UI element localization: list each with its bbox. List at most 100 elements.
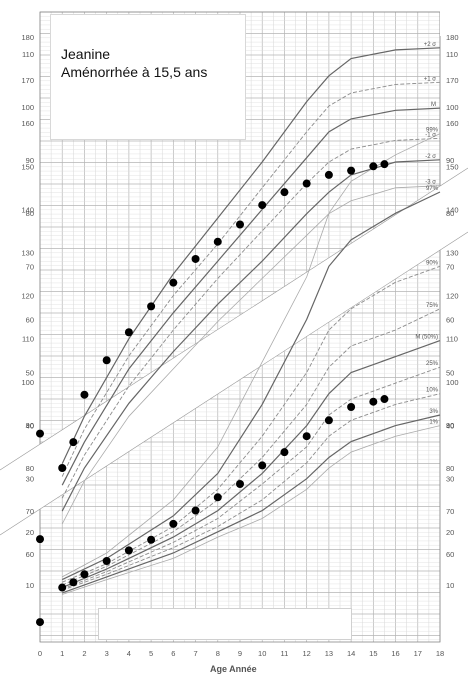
age-tick-label: 4	[127, 649, 131, 658]
height-data-point	[258, 201, 267, 210]
weight-data-point	[69, 578, 78, 587]
weight-curve-label: 25%	[426, 361, 439, 367]
height-reference-curve	[61, 137, 441, 499]
height-data-point	[124, 328, 133, 337]
age-tick-label: 1	[60, 649, 64, 658]
height-tick-label-left: 60	[26, 550, 34, 559]
weight-data-point	[36, 618, 44, 627]
corner-mask	[440, 0, 468, 36]
height-curve-label: -3 σ	[425, 180, 436, 186]
weight-data-point	[380, 395, 389, 404]
weight-data-point	[102, 557, 111, 566]
panel-separator-bands	[0, 0, 468, 536]
age-tick-label: 18	[436, 649, 444, 658]
age-tick-label: 8	[216, 649, 220, 658]
height-data-point	[280, 188, 289, 197]
weight-curve-label: 3%	[429, 409, 438, 415]
weight-curve-label: M (50%)	[415, 335, 438, 341]
weight-tick-label-right: 70	[446, 262, 454, 271]
height-data-point	[69, 438, 78, 447]
weight-data-point	[80, 570, 89, 579]
height-tick-label-left: 140	[21, 205, 34, 214]
weight-data-point	[191, 506, 200, 515]
weight-reference-curve	[61, 414, 441, 594]
weight-data-point	[324, 416, 333, 425]
height-tick-label-right: 110	[446, 335, 458, 344]
height-tick-label-left: 130	[21, 249, 34, 258]
weight-tick-label-left: 20	[26, 528, 34, 537]
weight-data-point	[236, 480, 244, 489]
height-data-point	[58, 464, 67, 472]
weight-tick-label-left: 100	[21, 103, 34, 112]
weight-data-point	[169, 519, 178, 528]
height-tick-label-right: 120	[446, 292, 459, 301]
weight-tick-label-left: 10	[26, 581, 34, 590]
weight-data-point	[369, 397, 378, 406]
weight-data-point	[58, 583, 67, 592]
height-tick-label-right: 80	[446, 464, 454, 473]
height-data-point	[324, 170, 333, 179]
weight-curve-label: 97%	[426, 186, 439, 192]
weight-tick-label-left: 80	[26, 209, 34, 218]
height-data-point	[169, 278, 178, 287]
age-tick-label: 9	[238, 649, 242, 658]
data-points	[36, 160, 389, 627]
weight-data-point	[36, 429, 44, 438]
weight-tick-label-right: 100	[446, 103, 459, 112]
height-data-point	[36, 535, 44, 544]
weight-tick-label-right: 60	[446, 315, 454, 324]
weight-curve-label: 99%	[426, 128, 439, 134]
weight-data-point	[147, 535, 156, 544]
age-tick-label: 11	[281, 649, 289, 658]
plot-frame	[39, 11, 441, 643]
height-tick-label-left: 150	[21, 162, 34, 171]
height-tick-label-right: 130	[446, 249, 459, 258]
age-tick-label: 13	[325, 649, 333, 658]
height-tick-label-right: 170	[446, 76, 459, 85]
age-tick-label: 6	[171, 649, 175, 658]
panel-separator-band	[0, 168, 468, 535]
height-data-point	[369, 162, 378, 171]
height-reference-curve	[61, 107, 441, 486]
reference-curves	[61, 47, 441, 595]
height-tick-label-left: 100	[21, 378, 34, 387]
height-reference-curve	[61, 81, 441, 477]
weight-curve-label: 10%	[426, 388, 439, 394]
height-reference-curve	[61, 185, 441, 525]
height-curve-label: +1 σ	[424, 76, 437, 82]
weight-data-point	[347, 403, 356, 412]
weight-tick-label-left: 110	[22, 50, 34, 59]
weight-data-point	[302, 432, 311, 441]
weight-reference-curve	[61, 191, 441, 581]
height-reference-curve	[61, 47, 441, 464]
curve-labels: +2 σ +1 σ M -1 σ -2 σ -3 σ 99% 97% 90% 75% M (50%)…	[415, 42, 438, 426]
height-data-point	[147, 302, 156, 311]
weight-tick-label-left: 60	[26, 315, 34, 324]
weight-reference-curve	[62, 425, 441, 595]
weight-tick-label-right: 80	[446, 209, 454, 218]
age-tick-label: 10	[258, 649, 266, 658]
height-tick-label-right: 70	[446, 507, 454, 516]
age-tick-label: 14	[347, 649, 355, 658]
weight-data-point	[213, 493, 222, 502]
height-curve-label: +2 σ	[424, 42, 437, 48]
age-tick-label: 16	[391, 649, 399, 658]
height-data-point	[191, 254, 200, 263]
age-tick-label: 7	[193, 649, 197, 658]
height-tick-label-right: 60	[446, 550, 454, 559]
height-tick-label-left: 170	[21, 76, 34, 85]
patient-name: Jeanine	[61, 46, 111, 62]
patient-subtitle: Aménorrhée à 15,5 ans	[61, 64, 208, 80]
weight-tick-label-right: 90	[446, 156, 454, 165]
weight-tick-label-left: 40	[26, 422, 34, 431]
age-tick-label: 17	[414, 649, 422, 658]
height-tick-label-left: 160	[21, 119, 34, 128]
age-tick-label: 15	[369, 649, 377, 658]
weight-tick-label-right: 50	[446, 369, 454, 378]
weight-tick-label-left: 50	[26, 369, 34, 378]
height-tick-label-right: 90	[446, 421, 454, 430]
height-tick-label-left: 120	[21, 292, 34, 301]
weight-reference-curve	[62, 393, 441, 591]
